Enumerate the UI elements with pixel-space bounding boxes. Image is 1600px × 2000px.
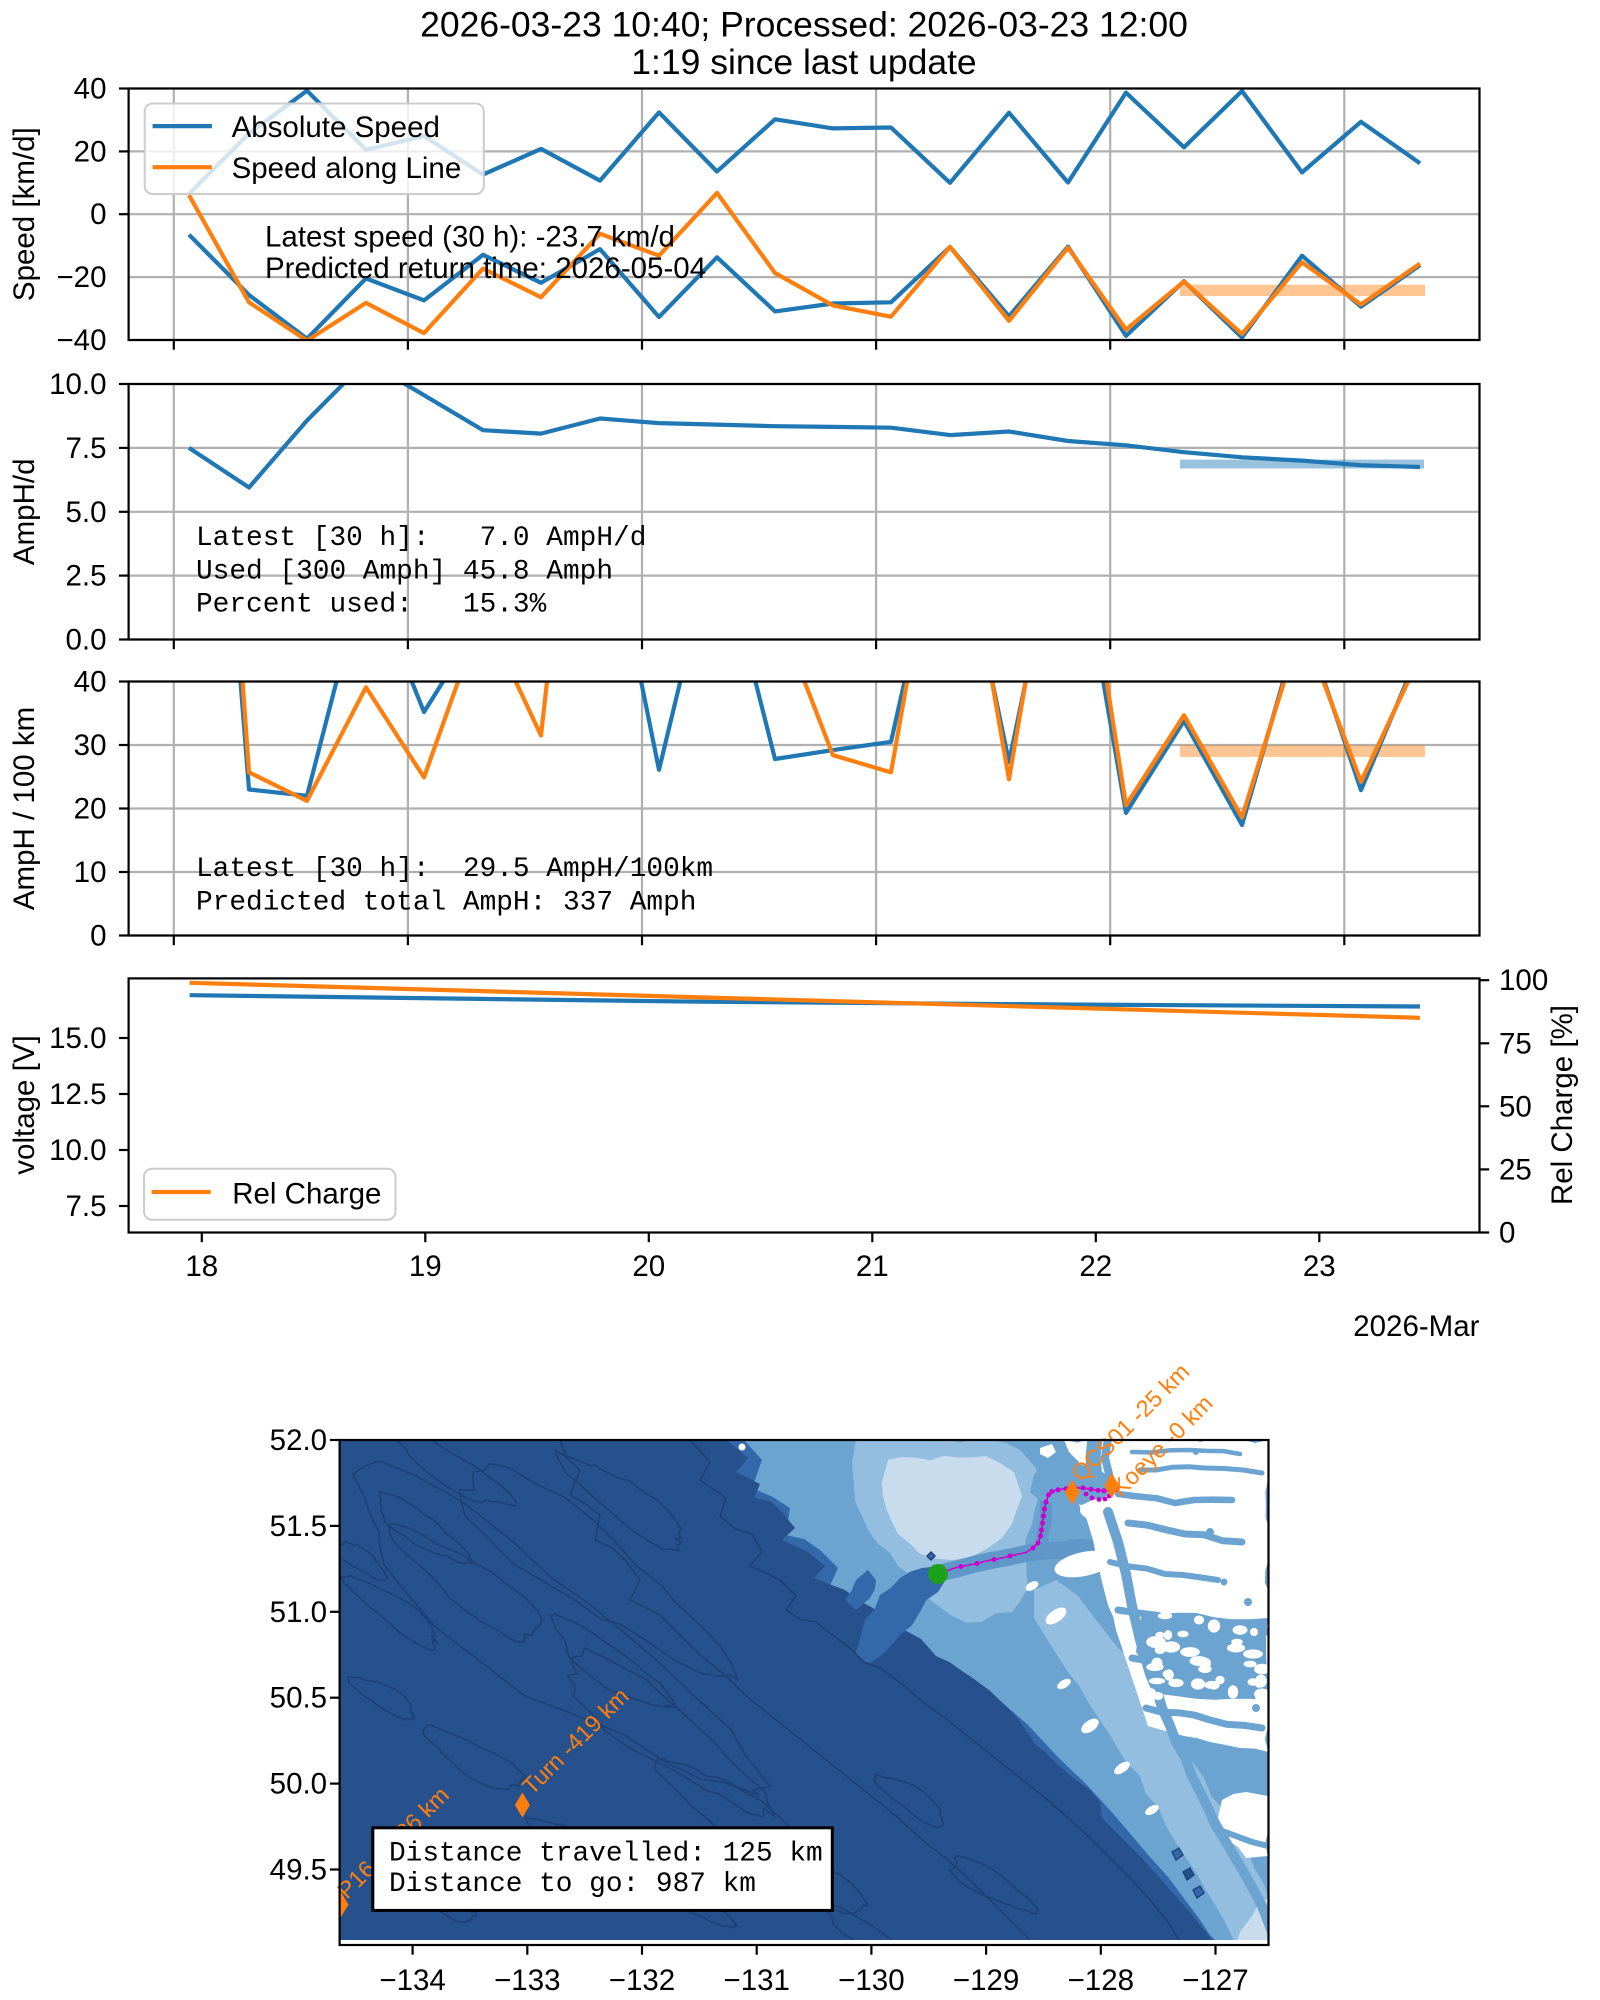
svg-text:7.5: 7.5 xyxy=(65,432,106,465)
svg-text:Distance to go: 987 km: Distance to go: 987 km xyxy=(389,1869,756,1900)
svg-text:−134: −134 xyxy=(379,1964,445,1997)
svg-text:0.0: 0.0 xyxy=(65,624,106,657)
svg-text:51.5: 51.5 xyxy=(270,1510,327,1543)
svg-text:2.5: 2.5 xyxy=(65,560,106,593)
svg-text:20: 20 xyxy=(632,1250,665,1283)
svg-text:Percent used: 15.3%: Percent used: 15.3% xyxy=(196,590,547,621)
svg-text:30: 30 xyxy=(74,729,107,762)
svg-text:50.5: 50.5 xyxy=(270,1682,327,1715)
svg-text:19: 19 xyxy=(409,1250,442,1283)
svg-text:52.0: 52.0 xyxy=(270,1424,327,1457)
svg-text:Rel Charge: Rel Charge xyxy=(232,1177,381,1210)
svg-text:10.0: 10.0 xyxy=(49,368,106,401)
svg-text:Latest [30 h]: 7.0 AmpH/d: Latest [30 h]: 7.0 AmpH/d xyxy=(196,523,646,554)
svg-text:25: 25 xyxy=(1499,1153,1532,1186)
svg-text:1:19 since last update: 1:19 since last update xyxy=(631,42,976,82)
svg-text:Speed along Line: Speed along Line xyxy=(232,152,462,185)
svg-text:Predicted return time: 2026-05: Predicted return time: 2026-05-04 xyxy=(265,252,706,285)
svg-text:2026-Mar: 2026-Mar xyxy=(1353,1310,1479,1343)
svg-text:20: 20 xyxy=(74,793,107,826)
svg-text:20: 20 xyxy=(74,135,107,168)
svg-text:AmpH/d: AmpH/d xyxy=(8,459,41,566)
svg-text:0: 0 xyxy=(90,198,106,231)
svg-text:75: 75 xyxy=(1499,1027,1532,1060)
svg-text:21: 21 xyxy=(856,1250,889,1283)
svg-text:voltage [V]: voltage [V] xyxy=(8,1035,41,1174)
svg-text:10: 10 xyxy=(74,856,107,889)
svg-text:−20: −20 xyxy=(56,261,106,294)
svg-text:2026-03-23 10:40; Processed: 2: 2026-03-23 10:40; Processed: 2026-03-23 … xyxy=(420,5,1188,45)
svg-text:100: 100 xyxy=(1499,964,1548,997)
svg-text:15.0: 15.0 xyxy=(49,1022,106,1055)
svg-text:10.0: 10.0 xyxy=(49,1134,106,1167)
svg-text:49.5: 49.5 xyxy=(270,1854,327,1887)
svg-text:7.5: 7.5 xyxy=(65,1190,106,1223)
svg-text:51.0: 51.0 xyxy=(270,1596,327,1629)
svg-text:Used [300 Amph] 45.8 Amph: Used [300 Amph] 45.8 Amph xyxy=(196,556,613,587)
svg-text:Predicted total AmpH: 337 Amph: Predicted total AmpH: 337 Amph xyxy=(196,887,696,918)
svg-text:−130: −130 xyxy=(838,1964,904,1997)
svg-text:−129: −129 xyxy=(953,1964,1019,1997)
svg-text:18: 18 xyxy=(185,1250,218,1283)
svg-text:Distance travelled: 125 km: Distance travelled: 125 km xyxy=(389,1839,823,1870)
svg-text:−132: −132 xyxy=(609,1964,675,1997)
svg-text:22: 22 xyxy=(1079,1250,1112,1283)
svg-text:50.0: 50.0 xyxy=(270,1768,327,1801)
svg-text:Speed [km/d]: Speed [km/d] xyxy=(8,127,41,301)
svg-text:−131: −131 xyxy=(723,1964,789,1997)
svg-text:40: 40 xyxy=(74,73,107,106)
svg-text:AmpH / 100 km: AmpH / 100 km xyxy=(8,707,41,910)
svg-text:12.5: 12.5 xyxy=(49,1078,106,1111)
svg-text:0: 0 xyxy=(1499,1217,1515,1250)
svg-text:5.0: 5.0 xyxy=(65,496,106,529)
svg-text:40: 40 xyxy=(74,666,107,699)
svg-text:−133: −133 xyxy=(494,1964,560,1997)
svg-text:−40: −40 xyxy=(56,324,106,357)
svg-text:−128: −128 xyxy=(1068,1964,1134,1997)
svg-text:23: 23 xyxy=(1303,1250,1336,1283)
svg-text:Latest [30 h]: 29.5 AmpH/100k: Latest [30 h]: 29.5 AmpH/100km xyxy=(196,854,713,885)
svg-text:0: 0 xyxy=(90,920,106,953)
svg-text:Rel Charge [%]: Rel Charge [%] xyxy=(1546,1005,1579,1205)
svg-text:Absolute Speed: Absolute Speed xyxy=(232,111,440,144)
svg-text:50: 50 xyxy=(1499,1090,1532,1123)
svg-text:Latest speed (30 h): -23.7 km/: Latest speed (30 h): -23.7 km/d xyxy=(265,221,675,254)
svg-text:−127: −127 xyxy=(1182,1964,1248,1997)
